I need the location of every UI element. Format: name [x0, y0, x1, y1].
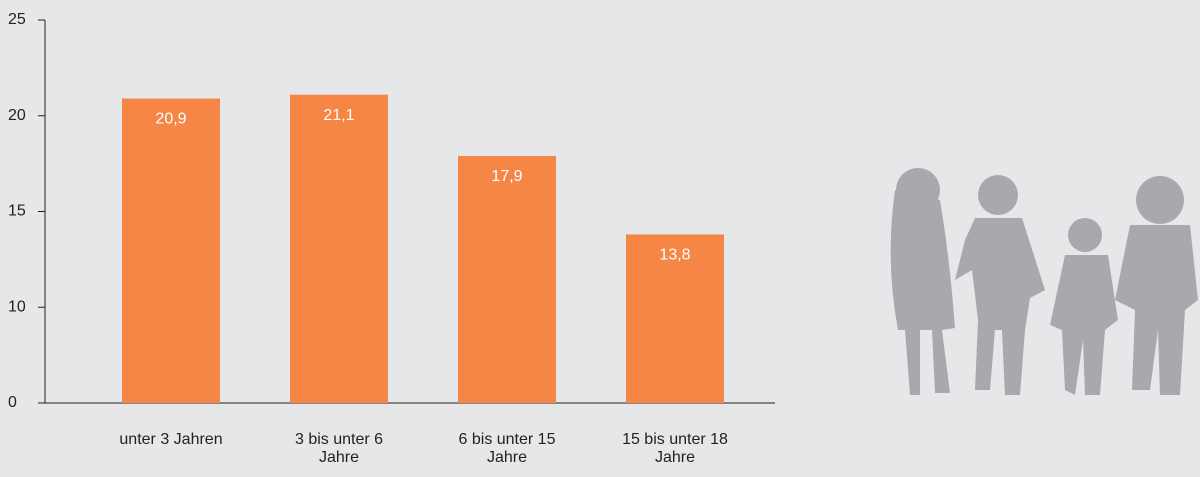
value-label: 17,9 [491, 168, 522, 185]
x-tick-label: unter 3 Jahren [119, 431, 223, 448]
value-label: 21,1 [323, 107, 354, 124]
y-tick-label: 15 [8, 203, 26, 220]
bar [458, 155, 556, 403]
x-tick-label: 15 bis unter 18 Jahre [622, 431, 728, 466]
x-tick-label: 3 bis unter 6 Jahre [294, 431, 384, 466]
bar [122, 98, 220, 403]
value-label: 13,8 [659, 247, 690, 264]
y-tick-label: 20 [8, 107, 26, 124]
children-silhouette [890, 168, 1198, 395]
bar [290, 94, 388, 403]
y-tick-label: 0 [8, 394, 17, 411]
value-label: 20,9 [155, 111, 186, 128]
bar [626, 234, 724, 403]
y-tick-label: 25 [8, 11, 26, 28]
x-tick-label: 6 bis unter 15 Jahre [458, 431, 556, 466]
y-tick-label: 10 [8, 298, 26, 315]
